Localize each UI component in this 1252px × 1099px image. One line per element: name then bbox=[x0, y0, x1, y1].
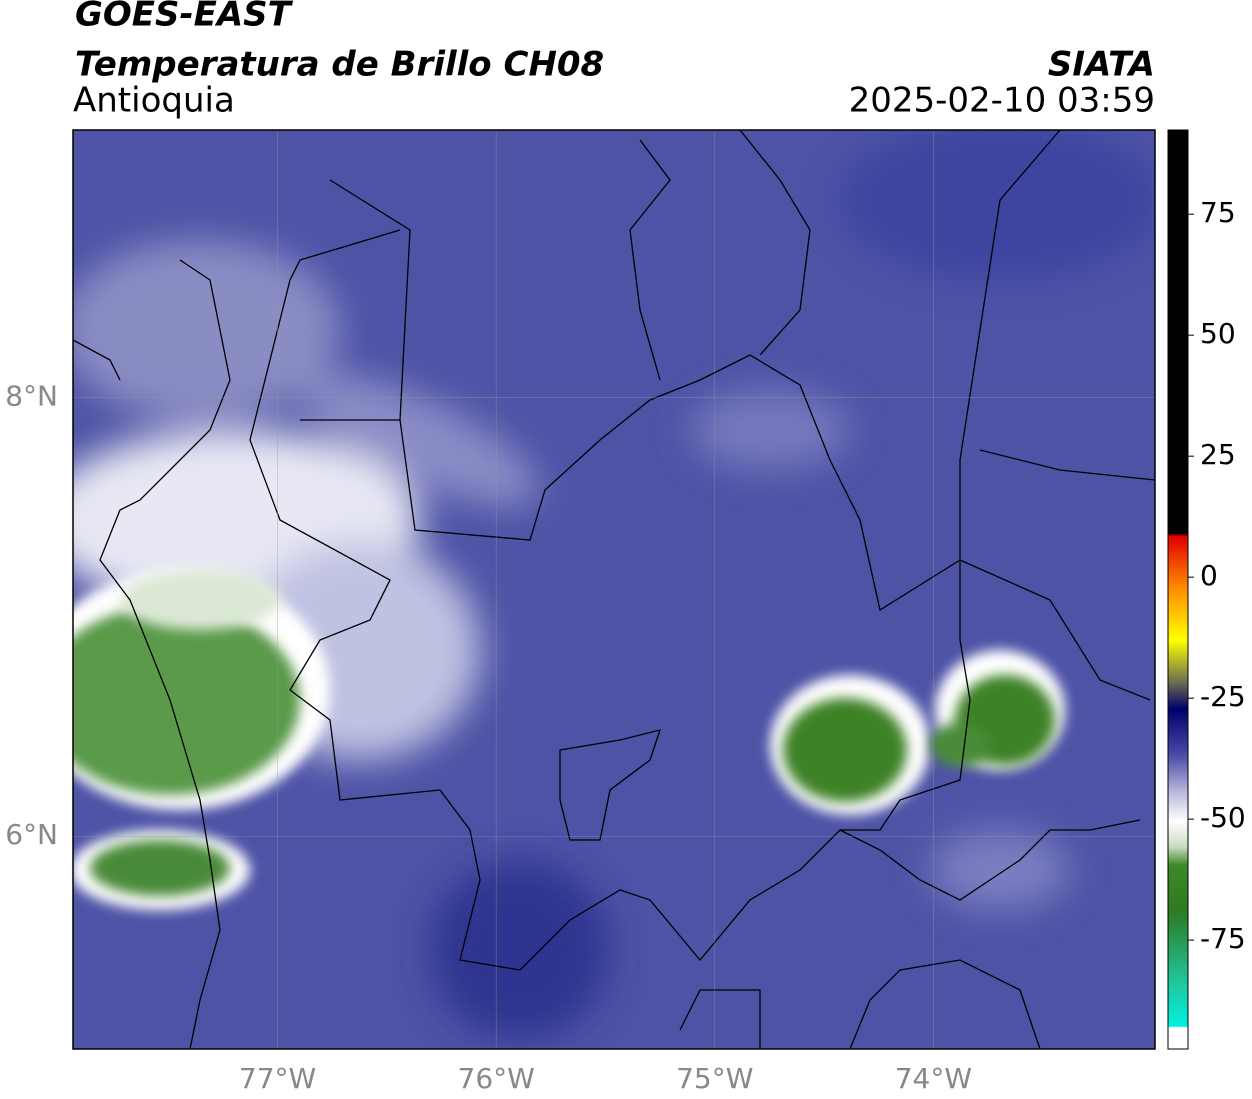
satellite-title: GOES-EAST bbox=[75, 0, 294, 35]
colorbar-tick-label: 25 bbox=[1200, 438, 1236, 471]
x-tick-label: 77°W bbox=[239, 1062, 316, 1095]
x-tick-label: 74°W bbox=[895, 1062, 972, 1095]
map-frame bbox=[72, 129, 1156, 1050]
product-title: Temperatura de Brillo CH08 bbox=[75, 45, 604, 85]
boundaries bbox=[73, 130, 1155, 1049]
colorbar-tick-label: 75 bbox=[1200, 196, 1236, 229]
colorbar-tick-label: -25 bbox=[1200, 680, 1246, 713]
cloud-field bbox=[73, 130, 1155, 1040]
source-label: SIATA bbox=[1048, 45, 1155, 85]
colorbar-tick-label: 0 bbox=[1200, 559, 1218, 592]
cold-cloud-tops bbox=[73, 570, 1065, 910]
map-image bbox=[73, 130, 1155, 1049]
colorbar-tick-label: -50 bbox=[1200, 801, 1246, 834]
x-tick-label: 75°W bbox=[676, 1062, 753, 1095]
timestamp: 2025-02-10 03:59 bbox=[849, 81, 1155, 121]
region-label: Antioquia bbox=[73, 81, 235, 121]
colorbar-tick-label: 50 bbox=[1200, 317, 1236, 350]
x-tick-label: 76°W bbox=[458, 1062, 535, 1095]
y-tick-label: 8°N bbox=[5, 380, 58, 413]
colorbar bbox=[1167, 129, 1189, 1050]
colorbar-tick-label: -75 bbox=[1200, 922, 1246, 955]
tick-layer: 77°W 76°W 75°W 74°W 8°N 6°N 75 50 25 0 -25 -50 -75 bbox=[5, 196, 1246, 1095]
gridlines bbox=[73, 130, 1155, 1049]
y-tick-label: 6°N bbox=[5, 818, 58, 851]
